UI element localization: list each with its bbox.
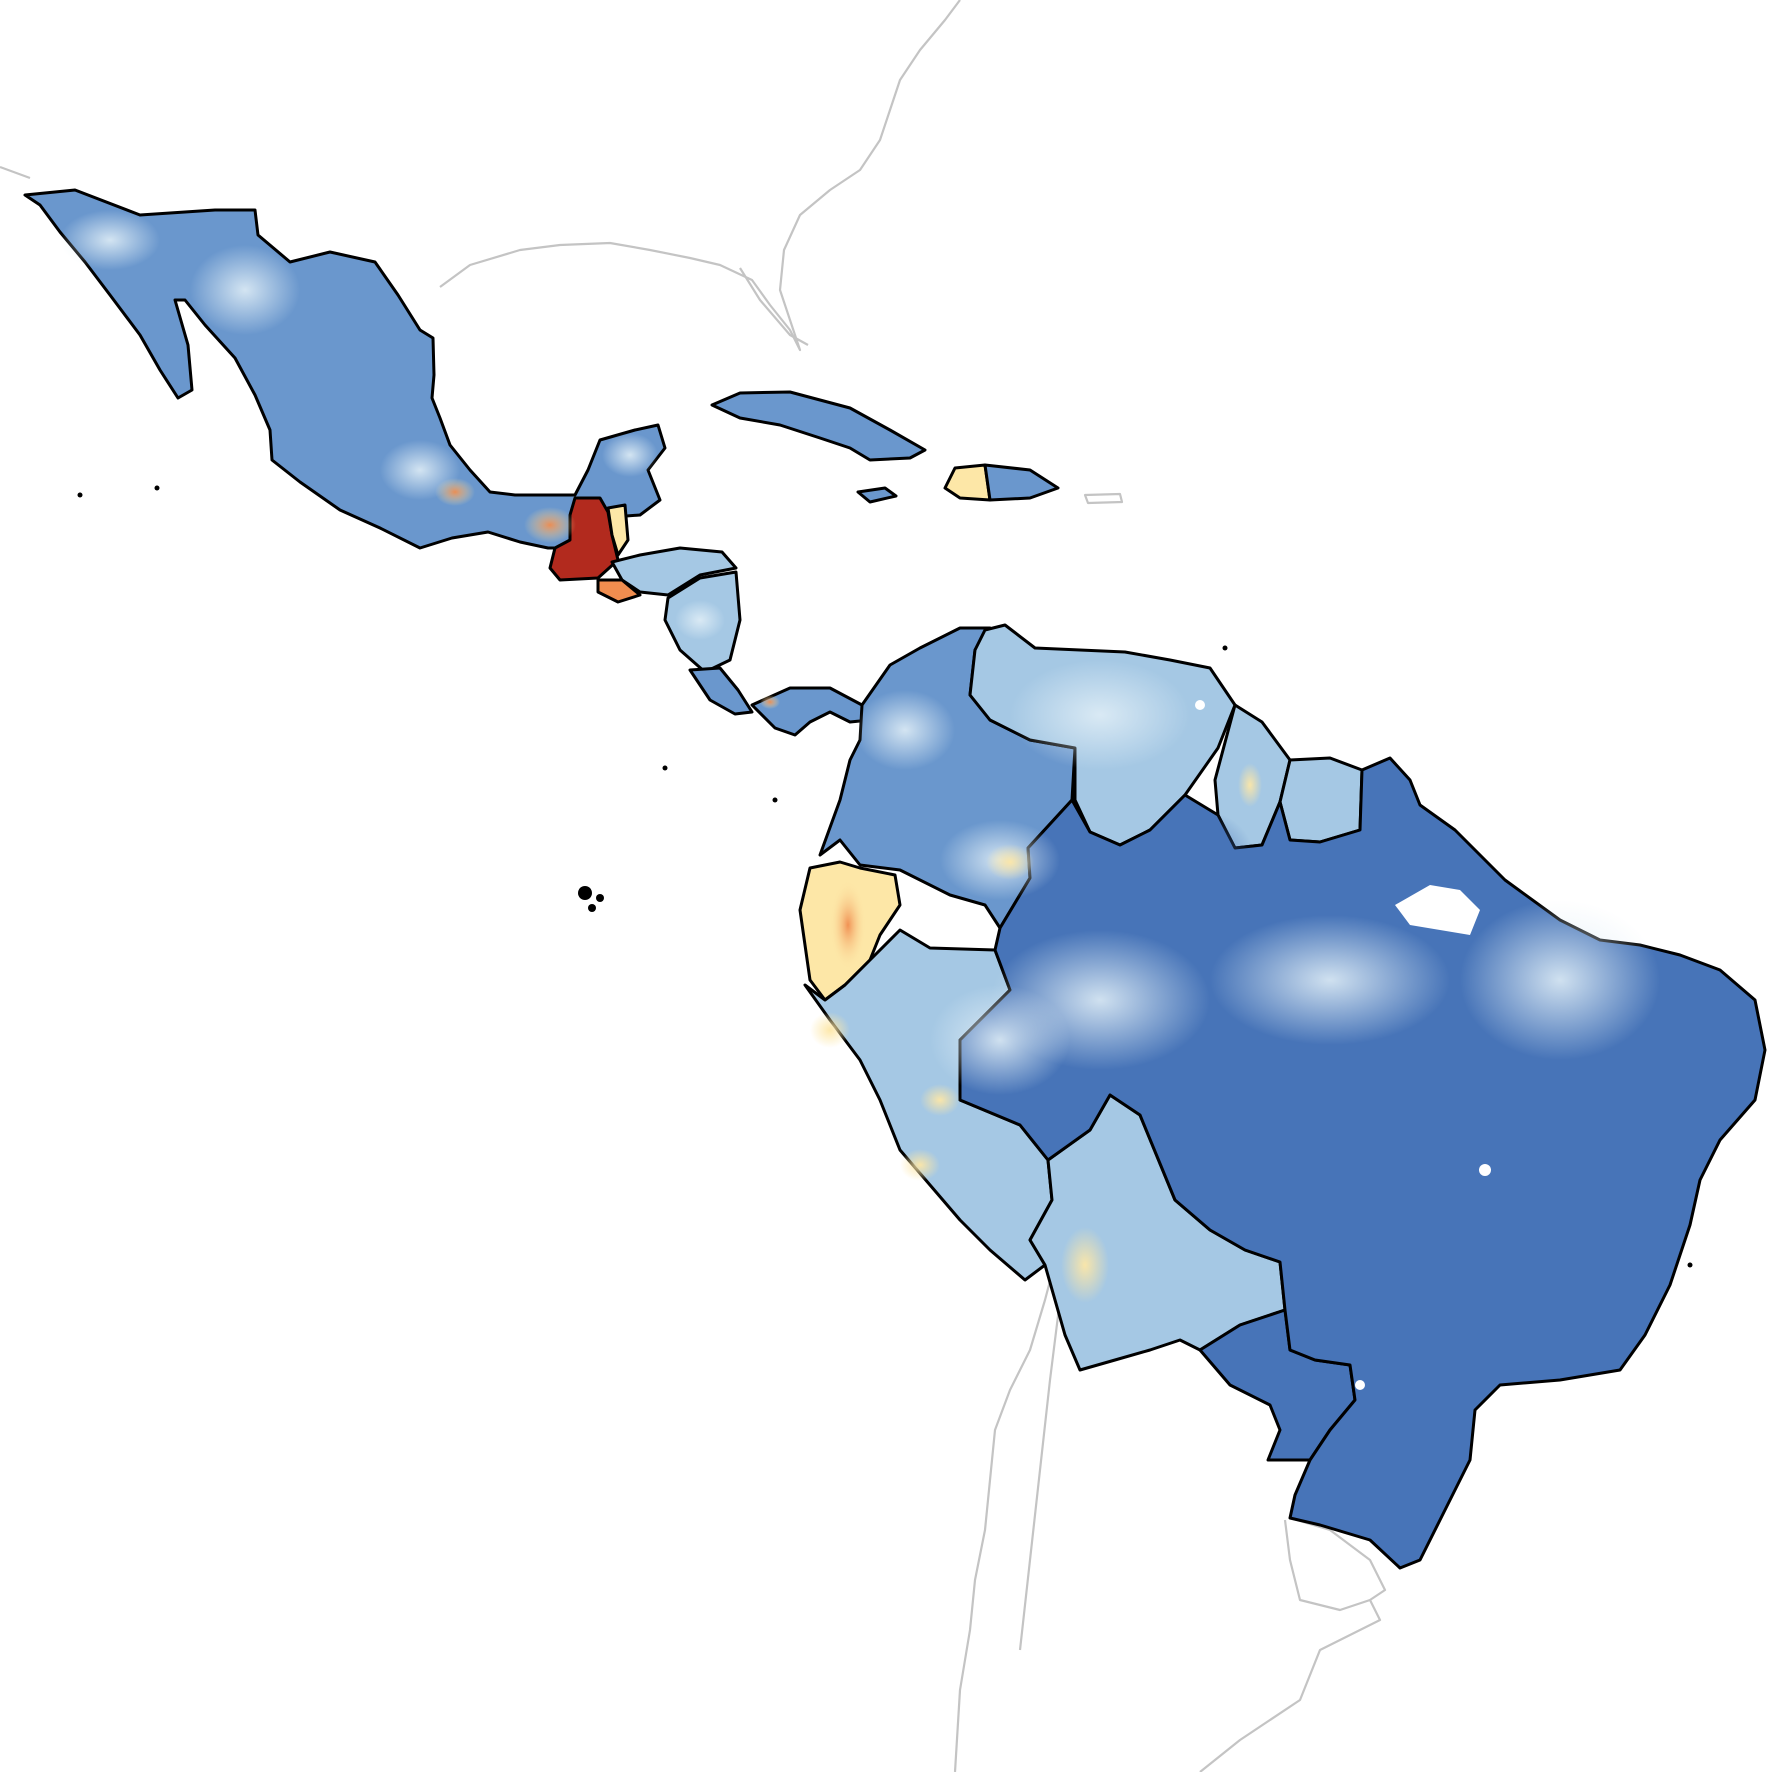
- hot-spot-costa-rica: [760, 695, 780, 709]
- country-dominican-republic: [983, 463, 1060, 502]
- island-galapagos-3: [588, 904, 596, 912]
- no-data-dot-2: [1355, 1380, 1365, 1390]
- hot-spot-ecuador-andes: [830, 880, 866, 970]
- value-surface-overlays: [60, 210, 1660, 1303]
- country-panama: [750, 686, 872, 737]
- uruguay-coastline: [1289, 1516, 1387, 1601]
- no-data-amazon-mouth: [1395, 885, 1480, 935]
- small-islands: [77, 485, 1693, 1268]
- country-jamaica: [856, 486, 898, 504]
- pale-patch-amazon-central: [1210, 915, 1450, 1045]
- deep-patch-amazon-north: [1145, 810, 1255, 910]
- pale-patch-mexico-central: [190, 245, 300, 335]
- island-pacific-3: [662, 765, 668, 771]
- no-data-areas: [1195, 700, 1491, 1390]
- yellow-spot-peru-central: [920, 1084, 960, 1116]
- island-pacific-1: [77, 492, 83, 498]
- island-galapagos-2: [596, 894, 604, 902]
- yellow-spot-peru-north: [810, 1012, 850, 1048]
- country-mexico: [23, 188, 667, 550]
- yellow-spot-guyana: [1238, 763, 1262, 807]
- pale-patch-peru-amazon: [930, 985, 1070, 1095]
- country-el-salvador: [596, 578, 642, 604]
- hot-spot-chiapas: [524, 507, 576, 543]
- country-costa-rica: [688, 666, 754, 716]
- puerto-rico-outline: [1083, 492, 1124, 505]
- florida-coastline: [739, 267, 809, 346]
- pale-patch-brazil-northeast: [1460, 900, 1660, 1060]
- island-caribbean-1: [1222, 645, 1228, 651]
- country-cuba: [710, 390, 927, 462]
- pale-patch-venezuela: [1010, 660, 1190, 770]
- inland-border-ref: [1018, 1299, 1062, 1651]
- island-pacific-2: [154, 485, 160, 491]
- no-data-dot-3: [1195, 700, 1205, 710]
- pale-patch-mexico-north: [60, 210, 160, 270]
- island-galapagos-1: [578, 886, 592, 900]
- yellow-spot-peru-south: [900, 1149, 940, 1181]
- country-suriname: [1278, 756, 1364, 844]
- pale-patch-colombia-west: [855, 690, 955, 770]
- reference-coastlines: [0, 0, 1387, 1772]
- hot-spot-oaxaca: [435, 478, 475, 506]
- island-pacific-4: [772, 797, 778, 803]
- argentina-coastline: [1199, 1519, 1382, 1772]
- island-caribbean-2: [1687, 1262, 1693, 1268]
- yellow-spot-colombia: [986, 844, 1034, 880]
- no-data-dot-1: [1479, 1164, 1491, 1176]
- country-polygons: [23, 188, 1767, 1570]
- north-america-coastline: [0, 0, 961, 352]
- country-belize: [606, 503, 630, 557]
- yellow-spot-bolivia: [1061, 1227, 1109, 1303]
- country-haiti: [943, 463, 992, 502]
- pale-patch-nicaragua: [675, 600, 725, 640]
- andes-west-coastline: [953, 1261, 1057, 1772]
- pale-patch-yucatan: [602, 433, 658, 477]
